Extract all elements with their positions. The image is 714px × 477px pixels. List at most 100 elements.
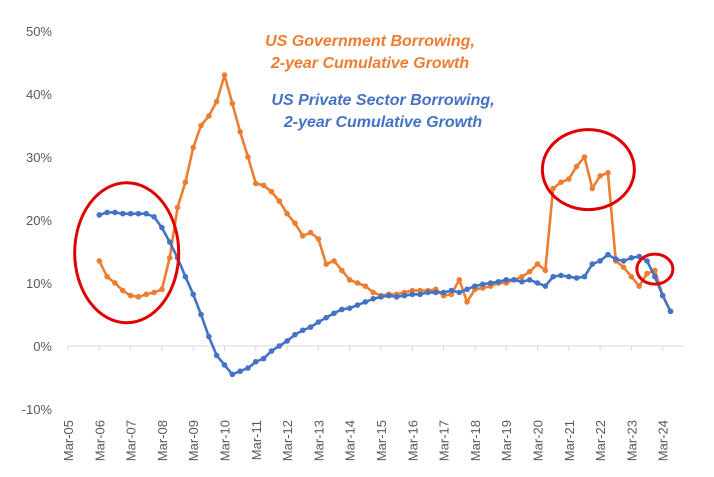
y-tick-label: 50% bbox=[26, 24, 52, 39]
data-point bbox=[519, 278, 525, 285]
data-point bbox=[135, 210, 142, 217]
annotations: US Government Borrowing, 2-year Cumulativ… bbox=[265, 33, 494, 131]
data-point bbox=[245, 365, 251, 371]
data-point bbox=[245, 154, 251, 160]
data-point bbox=[566, 176, 572, 182]
data-point bbox=[260, 182, 267, 189]
data-point bbox=[323, 261, 330, 267]
data-point bbox=[221, 362, 228, 368]
x-tick-label: Mar-05 bbox=[61, 420, 76, 461]
x-tick-label: Mar-06 bbox=[92, 420, 107, 461]
data-point bbox=[284, 210, 290, 217]
data-point bbox=[378, 294, 384, 300]
highlight-circle bbox=[635, 252, 675, 286]
x-tick-label: Mar-12 bbox=[280, 420, 295, 461]
y-tick-label: 0% bbox=[33, 339, 52, 354]
y-tick-label: -10% bbox=[22, 402, 53, 417]
data-point bbox=[519, 273, 525, 280]
annotation-label: US Private Sector Borrowing, bbox=[271, 92, 494, 109]
data-point bbox=[253, 180, 259, 187]
data-point bbox=[292, 331, 298, 338]
x-tick-label: Mar-20 bbox=[531, 420, 546, 461]
data-point bbox=[597, 258, 603, 264]
data-point bbox=[628, 273, 635, 280]
data-point bbox=[260, 355, 267, 362]
x-tick-label: Mar-09 bbox=[186, 420, 201, 461]
data-point bbox=[589, 261, 596, 267]
series-private bbox=[96, 209, 674, 378]
data-point bbox=[151, 289, 157, 296]
data-point bbox=[472, 283, 478, 289]
data-point bbox=[456, 289, 463, 296]
data-point bbox=[550, 273, 556, 280]
data-point bbox=[96, 258, 103, 264]
data-point bbox=[119, 287, 126, 294]
data-point bbox=[612, 256, 619, 262]
data-point bbox=[464, 286, 470, 293]
data-point bbox=[268, 348, 275, 354]
data-point bbox=[190, 144, 196, 151]
data-point bbox=[119, 210, 126, 217]
data-point bbox=[190, 291, 196, 298]
data-point bbox=[370, 289, 376, 296]
data-point bbox=[495, 278, 502, 285]
y-tick-label: 10% bbox=[26, 276, 52, 291]
data-point bbox=[362, 299, 369, 305]
data-point bbox=[315, 236, 322, 242]
data-point bbox=[511, 277, 517, 283]
data-point bbox=[151, 214, 157, 220]
data-point bbox=[166, 254, 173, 261]
data-point bbox=[206, 113, 212, 119]
x-tick-label: Mar-07 bbox=[124, 420, 139, 461]
data-point bbox=[307, 229, 314, 236]
data-point bbox=[182, 179, 189, 185]
highlight-circle bbox=[73, 181, 181, 325]
x-tick-label: Mar-22 bbox=[593, 420, 608, 461]
data-point bbox=[659, 292, 666, 299]
data-point bbox=[432, 289, 439, 296]
x-tick-label: Mar-24 bbox=[656, 420, 671, 461]
data-point bbox=[198, 122, 204, 129]
data-point bbox=[284, 338, 290, 344]
data-point bbox=[644, 270, 650, 277]
data-point bbox=[370, 295, 376, 302]
data-point bbox=[135, 294, 142, 300]
data-point bbox=[393, 294, 400, 300]
highlight-circles bbox=[73, 128, 675, 325]
x-tick-label: Mar-21 bbox=[562, 420, 577, 461]
data-point bbox=[644, 258, 650, 264]
data-point bbox=[409, 291, 416, 298]
data-point bbox=[213, 98, 220, 105]
data-point bbox=[292, 220, 298, 226]
x-tick-label: Mar-11 bbox=[249, 420, 264, 460]
data-point bbox=[526, 268, 533, 275]
data-point bbox=[354, 280, 361, 286]
data-point bbox=[221, 72, 228, 78]
data-point bbox=[339, 306, 345, 313]
data-point bbox=[112, 280, 118, 286]
data-point bbox=[386, 292, 392, 299]
data-point bbox=[237, 129, 243, 135]
data-point bbox=[417, 291, 423, 298]
data-point bbox=[276, 343, 283, 349]
data-point bbox=[542, 267, 549, 274]
data-point bbox=[534, 280, 541, 286]
x-tick-label: Mar-19 bbox=[499, 420, 514, 461]
data-point bbox=[159, 224, 165, 231]
data-point bbox=[159, 286, 165, 293]
data-point bbox=[401, 292, 408, 299]
data-point bbox=[268, 188, 275, 195]
data-point bbox=[339, 267, 345, 274]
data-point bbox=[323, 314, 330, 321]
data-point bbox=[667, 308, 674, 315]
data-point bbox=[605, 251, 611, 258]
y-tick-label: 20% bbox=[26, 213, 52, 228]
x-tick-label: Mar-13 bbox=[311, 420, 326, 461]
data-point bbox=[346, 277, 353, 283]
x-axis: Mar-05 Mar-06 Mar-07 Mar-08 Mar-09 Mar-10 Mar-… bbox=[61, 345, 684, 461]
data-point bbox=[206, 333, 212, 340]
annotation-label: 2-year Cumulative Growth bbox=[283, 114, 483, 131]
highlight-circle bbox=[540, 128, 636, 212]
data-point bbox=[354, 302, 361, 308]
